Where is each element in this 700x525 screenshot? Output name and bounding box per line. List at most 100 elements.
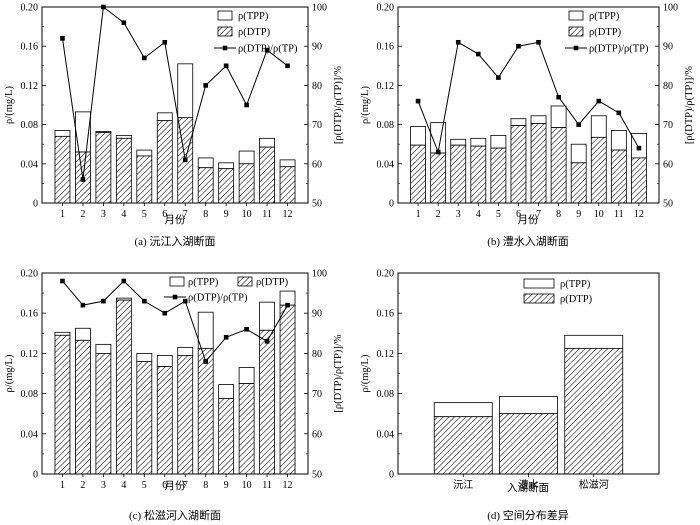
x-tick-label: 澧水 (519, 478, 539, 491)
bar-tpp (631, 133, 647, 159)
legend-swatch-tpp (217, 10, 233, 21)
y2-tick-label: 50 (312, 199, 322, 210)
ratio-point (182, 298, 188, 304)
y-tick-label: 0.12 (21, 349, 39, 360)
y-tick-label: 0.20 (377, 3, 395, 14)
x-tick-label: 7 (183, 209, 188, 220)
bar-tpp (570, 143, 587, 164)
ratio-point (60, 278, 65, 284)
x-tick-label: 2 (436, 209, 441, 220)
y-axis-label: ρ/(mg/L) (4, 86, 15, 124)
legend-label-dtp: ρ(DTP) (256, 277, 289, 288)
bar-tpp (218, 162, 235, 170)
y-tick-label: 0.04 (377, 429, 395, 440)
bar-tpp (610, 130, 627, 151)
y-tick-label: 0.20 (21, 3, 39, 14)
bar-tpp (450, 138, 467, 146)
bar-dtp (470, 145, 487, 204)
x-axis-label: 月份 (165, 214, 186, 226)
x-tick-label: 1 (60, 209, 65, 220)
ratio-point (596, 98, 602, 104)
bar-tpp (54, 331, 71, 336)
y2-axis-label: [ρ(DTP)/ρ(TP)]/% (684, 66, 695, 144)
x-axis-label: 入湖断面 (507, 481, 549, 494)
ratio-point (285, 63, 290, 69)
x-tick-label: 6 (516, 209, 521, 220)
legend-label-ratio: ρ(DTP)/ρ(TP) (589, 44, 649, 55)
ratio-point (142, 55, 147, 61)
y-tick-label: 0 (33, 199, 38, 210)
ratio-line (417, 41, 640, 154)
bar-dtp (433, 416, 493, 475)
x-tick-label: 8 (556, 209, 561, 220)
ratio-point (556, 94, 561, 100)
bar-tpp (433, 402, 493, 418)
legend-label-ratio: ρ(DTP)/ρ(TP) (188, 293, 248, 304)
ratio-point (285, 302, 290, 308)
ratio-point (536, 39, 541, 45)
bar-tpp (259, 137, 275, 148)
x-tick-label: 6 (162, 480, 167, 491)
bar-tpp (564, 334, 624, 349)
y-tick-label: 0 (33, 470, 38, 481)
ratio-point (516, 43, 521, 49)
y-tick-label: 0.04 (377, 159, 395, 170)
legend-label-dtp: ρ(DTP) (560, 294, 593, 305)
y-tick-label: 0.16 (21, 42, 39, 53)
y-tick-label: 0.12 (377, 349, 395, 360)
bar-tpp (218, 384, 235, 400)
y-tick-label: 0.04 (21, 429, 39, 440)
x-axis-label: 月份 (518, 214, 539, 226)
bar-dtp (75, 339, 91, 475)
y-tick-label: 0.08 (377, 120, 395, 131)
bar-dtp (631, 157, 647, 204)
bar-tpp (410, 126, 426, 146)
ratio-point (80, 302, 86, 308)
x-tick-label: 10 (594, 209, 604, 220)
bar-tpp (136, 352, 153, 362)
legend-swatch-dtp (568, 26, 584, 37)
bar-tpp (95, 343, 112, 354)
bar-dtp (156, 366, 173, 475)
bar-dtp (450, 144, 467, 204)
y-tick-label: 0.16 (377, 42, 395, 53)
legend-label-ratio: ρ(DTP)/ρ(TP) (238, 44, 298, 55)
y2-tick-label: 80 (312, 349, 322, 360)
x-tick-label: 10 (242, 209, 252, 220)
x-tick-label: 11 (614, 209, 624, 220)
chart-panel-3: 50 60 70 80 90 100 [ρ(DTP)/ρ(TP)]/% 0 0.04 0.08 0.… (4, 269, 344, 523)
x-tick-label: 8 (203, 480, 208, 491)
legend-swatch-tpp (169, 276, 185, 287)
x-tick-label: 4 (476, 209, 481, 220)
bar-dtp (590, 136, 607, 204)
y-tick-label: 0.08 (21, 120, 39, 131)
x-tick-label: 3 (101, 209, 106, 220)
y-tick-label: 0.08 (377, 389, 395, 400)
ratio-point (121, 278, 127, 284)
bar-dtp (177, 355, 194, 475)
bar-tpp (54, 130, 71, 137)
y2-tick-label: 100 (312, 269, 327, 280)
ratio-point (223, 63, 229, 69)
ratio-point (203, 83, 208, 88)
bar-dtp (95, 132, 112, 204)
y2-tick-label: 50 (663, 199, 673, 210)
x-tick-label: 沅江 (453, 478, 473, 491)
x-tick-label: 12 (634, 209, 644, 220)
panel-caption: (a) 沅江入湖断面 (135, 234, 216, 248)
x-tick-label: 7 (536, 209, 541, 220)
legend-swatch-tpp (523, 278, 555, 289)
bar-dtp (218, 168, 235, 204)
legend-label-dtp: ρ(DTP) (589, 27, 622, 38)
x-tick-label: 9 (224, 209, 229, 220)
bar-tpp (490, 134, 507, 149)
legend-label-dtp: ρ(DTP) (238, 27, 271, 38)
bar-dtp (259, 146, 275, 204)
y2-tick-label: 50 (312, 470, 322, 481)
bar-dtp (115, 137, 132, 204)
y2-tick-label: 60 (663, 159, 673, 170)
x-tick-label: 12 (283, 209, 293, 220)
x-tick-label: 9 (576, 209, 581, 220)
ratio-point (142, 298, 147, 304)
